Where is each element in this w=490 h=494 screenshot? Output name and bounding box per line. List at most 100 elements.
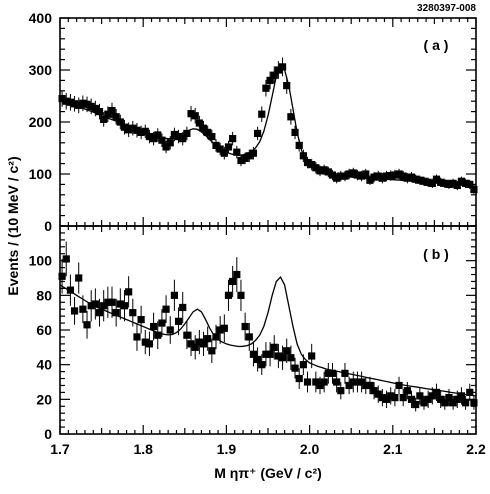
data-point — [158, 136, 166, 144]
data-point — [141, 127, 149, 135]
data-point — [120, 123, 129, 131]
data-point — [403, 387, 411, 395]
data-point — [258, 361, 266, 369]
data-point — [266, 76, 274, 84]
data-point — [374, 172, 382, 180]
y-tick-label: 20 — [36, 391, 52, 407]
data-point — [312, 378, 320, 386]
data-point — [278, 354, 287, 362]
y-tick-label: 100 — [29, 166, 53, 182]
data-point — [378, 174, 386, 182]
data-point — [345, 381, 353, 390]
data-point — [428, 179, 436, 187]
y-tick-label: 60 — [36, 322, 52, 338]
x-tick-label: 1.7 — [50, 441, 70, 457]
data-point — [241, 322, 249, 331]
data-point — [470, 186, 478, 194]
data-point — [66, 98, 74, 106]
data-point — [233, 270, 241, 279]
data-point — [262, 84, 270, 92]
data-point — [116, 118, 124, 126]
data-point — [170, 291, 178, 299]
y-tick-label: 0 — [44, 426, 52, 442]
data-point — [224, 143, 233, 151]
data-point — [100, 302, 108, 310]
data-point — [407, 173, 416, 181]
panel-b-label: ( b ) — [423, 246, 449, 262]
data-point — [432, 175, 441, 183]
data-point — [166, 139, 174, 147]
data-point — [162, 143, 170, 151]
data-point — [208, 132, 216, 141]
data-point — [291, 128, 299, 136]
data-point — [79, 99, 87, 107]
data-point — [366, 176, 374, 184]
panel-a-y-ticks: 0 100 200 300 400 — [29, 10, 476, 234]
data-point — [270, 71, 278, 79]
data-point — [179, 135, 187, 143]
data-point — [204, 335, 212, 343]
data-point — [437, 395, 445, 403]
data-point — [145, 340, 154, 348]
data-point — [75, 101, 83, 109]
data-point — [274, 352, 282, 360]
data-point — [208, 347, 216, 355]
data-point — [391, 171, 399, 179]
data-point — [324, 168, 332, 176]
data-point — [137, 128, 145, 136]
data-point — [462, 179, 470, 187]
data-point — [245, 333, 253, 341]
data-point — [245, 152, 253, 160]
data-point — [199, 340, 208, 348]
data-point — [133, 126, 141, 134]
data-point — [382, 172, 391, 180]
data-point — [137, 316, 145, 324]
data-point — [470, 399, 478, 407]
fit-curve — [59, 67, 477, 186]
data-point — [83, 100, 91, 108]
data-point — [453, 395, 461, 403]
y-tick-label: 80 — [36, 287, 52, 303]
data-point — [283, 82, 291, 90]
data-point — [295, 374, 303, 383]
data-point — [333, 174, 341, 182]
data-point — [249, 350, 258, 358]
data-point — [191, 343, 199, 351]
data-point — [62, 255, 70, 263]
data-point — [262, 350, 270, 358]
data-point — [399, 394, 407, 402]
data-point — [416, 176, 424, 184]
data-point — [170, 130, 178, 139]
data-point — [387, 392, 395, 400]
data-point — [337, 387, 345, 395]
data-point — [162, 305, 170, 313]
data-point — [441, 399, 449, 407]
data-point — [224, 291, 233, 299]
data-point — [174, 317, 183, 325]
data-point — [412, 175, 420, 183]
x-tick-label: 2.1 — [383, 441, 403, 457]
data-point — [457, 392, 466, 400]
data-point — [216, 326, 224, 334]
data-point — [129, 124, 137, 132]
data-point — [457, 177, 466, 185]
x-tick-label: 2.2 — [466, 441, 486, 457]
y-tick-label: 0 — [44, 218, 52, 234]
data-point — [158, 319, 166, 327]
figure-id: 3280397-008 — [417, 3, 476, 14]
fit-curve — [59, 275, 477, 397]
data-point — [432, 388, 441, 396]
data-point — [199, 124, 208, 132]
data-point — [362, 381, 370, 390]
data-point — [308, 352, 316, 360]
data-point — [120, 302, 129, 310]
data-point — [91, 104, 99, 113]
data-point — [316, 167, 324, 175]
data-point — [75, 274, 83, 282]
data-point — [445, 394, 453, 402]
data-point — [399, 172, 407, 180]
data-point — [150, 322, 158, 331]
data-point — [183, 129, 191, 138]
data-point — [303, 378, 312, 386]
data-point — [291, 364, 299, 372]
